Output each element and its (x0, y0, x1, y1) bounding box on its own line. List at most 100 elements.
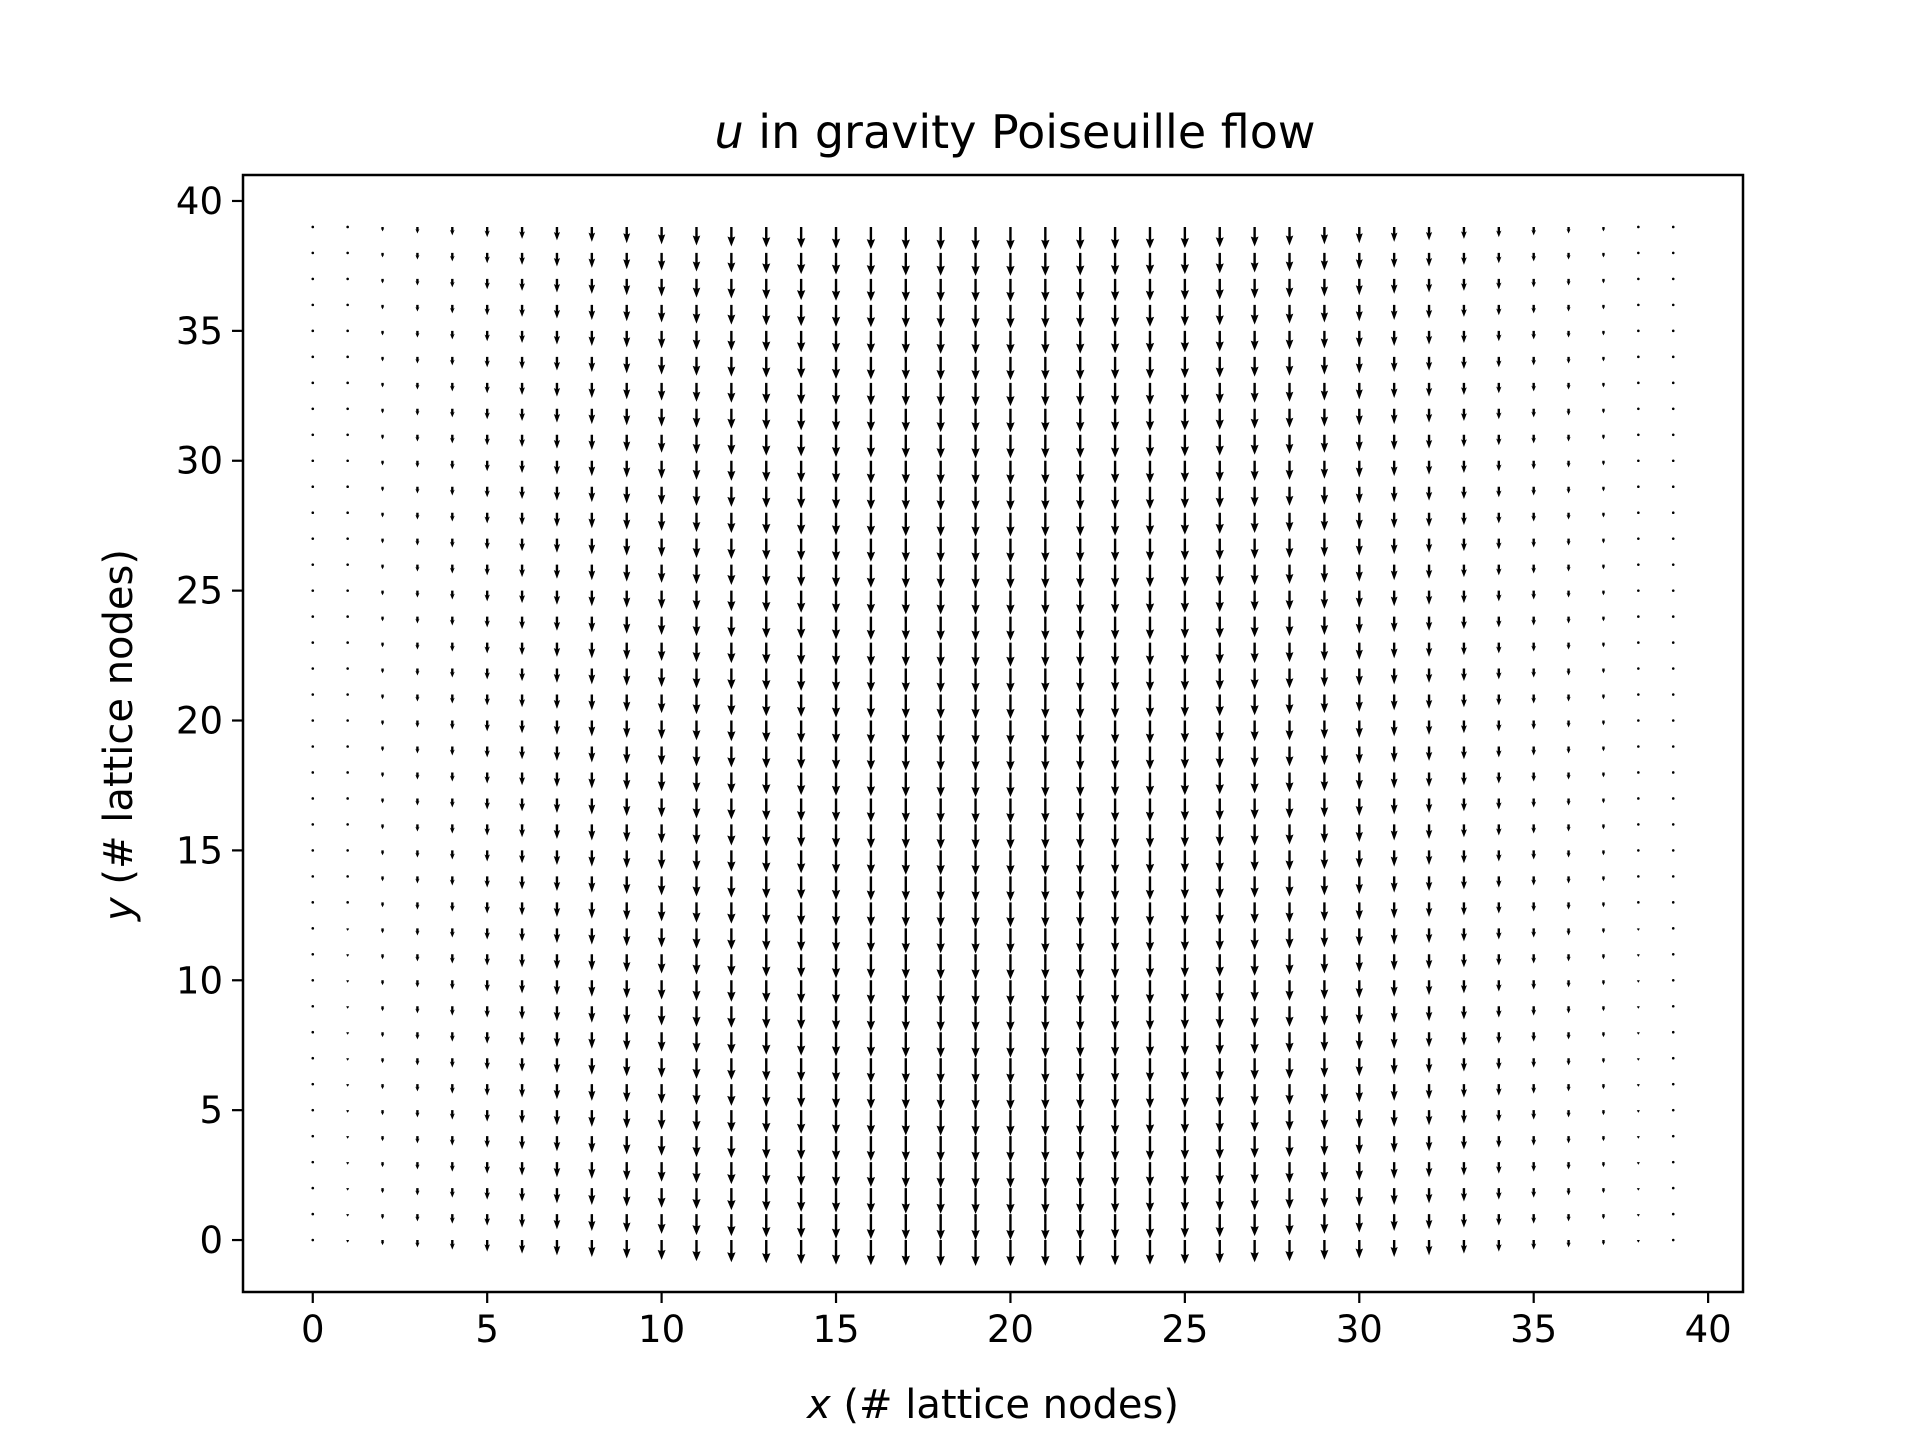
quiver-arrow (519, 642, 526, 656)
quiver-arrow (692, 512, 701, 532)
quiver-arrow (588, 278, 596, 294)
quiver-arrow (1320, 616, 1329, 635)
quiver-arrow (1531, 538, 1537, 548)
quiver-arrow (1285, 330, 1294, 350)
quiver-arrow (796, 330, 806, 353)
quiver-arrow (1460, 694, 1467, 708)
quiver-arrow (1250, 460, 1259, 481)
quiver-arrow (936, 1162, 945, 1188)
x-tick-label: 25 (1161, 1308, 1208, 1351)
quiver-arrow (901, 564, 910, 589)
quiver-arrow (831, 278, 841, 301)
quiver-arrow (901, 1240, 910, 1266)
quiver-arrow (727, 616, 736, 638)
quiver-arrow (1496, 460, 1502, 472)
quiver-arrow (1566, 876, 1571, 884)
quiver-arrow (657, 772, 666, 792)
quiver-arrow (1041, 1240, 1050, 1266)
quiver-arrow (762, 668, 771, 691)
quiver-arrow (727, 772, 736, 794)
quiver-arrow (1425, 1006, 1433, 1022)
quiver-arrow (449, 356, 455, 366)
quiver-arrow (380, 538, 385, 544)
quiver-arrow (1076, 304, 1085, 328)
quiver-arrow (623, 850, 631, 869)
quiver-arrow (346, 875, 349, 878)
quiver-arrow (831, 746, 841, 770)
quiver-arrow (1671, 563, 1675, 566)
quiver-arrow (692, 876, 701, 897)
quiver-arrow (692, 408, 701, 428)
quiver-arrow (1496, 798, 1502, 810)
quiver-arrow (484, 616, 490, 628)
quiver-arrow (1320, 1188, 1329, 1208)
quiver-arrow (1320, 304, 1329, 323)
quiver-arrow (1390, 668, 1398, 685)
quiver-arrow (657, 824, 666, 844)
quiver-arrow (311, 381, 315, 385)
quiver-arrow (1355, 1084, 1364, 1103)
quiver-arrow (1390, 356, 1398, 373)
quiver-arrow (449, 1240, 455, 1250)
quiver-arrow (1390, 226, 1398, 242)
quiver-arrow (1495, 1240, 1502, 1252)
quiver-arrow (1601, 460, 1606, 466)
quiver-arrow (657, 538, 666, 557)
quiver-arrow (1390, 382, 1398, 399)
quiver-arrow (1355, 902, 1363, 921)
quiver-arrow (519, 356, 525, 369)
quiver-arrow (901, 1110, 910, 1136)
quiver-arrow (936, 772, 945, 797)
quiver-arrow (901, 1032, 910, 1058)
quiver-arrow (519, 1032, 526, 1046)
quiver-arrow (866, 850, 876, 875)
quiver-arrow (1285, 694, 1294, 715)
quiver-arrow (1390, 824, 1398, 841)
quiver-arrow (346, 407, 349, 411)
quiver-arrow (1320, 512, 1329, 531)
quiver-arrow (1601, 668, 1606, 674)
quiver-arrow (831, 1240, 841, 1265)
quiver-arrow (346, 1162, 350, 1165)
quiver-arrow (1006, 460, 1015, 485)
quiver-arrow (1496, 694, 1502, 706)
quiver-arrow (971, 252, 980, 276)
quiver-arrow (1285, 824, 1294, 845)
quiver-arrow (519, 746, 526, 760)
quiver-arrow (519, 980, 526, 994)
quiver-arrow (796, 798, 806, 822)
quiver-arrow (1180, 252, 1190, 275)
quiver-arrow (1355, 564, 1363, 582)
quiver-arrow (831, 798, 841, 822)
quiver-arrow (311, 719, 315, 722)
quiver-arrow (1006, 226, 1015, 250)
quiver-arrow (1671, 589, 1675, 592)
quiver-arrow (657, 720, 666, 740)
quiver-arrow (1531, 798, 1537, 808)
quiver-arrow (588, 1084, 596, 1101)
quiver-arrow (449, 512, 455, 522)
quiver-arrow (1671, 511, 1675, 514)
quiver-arrow (1006, 980, 1015, 1006)
quiver-arrow (1496, 876, 1502, 888)
quiver-arrow (692, 1032, 701, 1053)
quiver-arrow (1637, 303, 1640, 307)
quiver-arrow (553, 564, 561, 579)
quiver-arrow (1145, 902, 1155, 926)
quiver-arrow (449, 486, 455, 496)
quiver-arrow (1601, 564, 1606, 570)
quiver-arrow (657, 668, 666, 688)
quiver-arrow (1566, 1188, 1571, 1196)
quiver-arrow (692, 460, 701, 480)
quiver-arrow (866, 356, 876, 380)
quiver-arrow (1006, 616, 1015, 641)
quiver-arrow (484, 278, 490, 290)
quiver-arrow (1110, 590, 1120, 614)
quiver-arrow (311, 485, 315, 489)
quiver-arrow (762, 356, 771, 378)
quiver-arrow (519, 798, 526, 812)
quiver-arrow (727, 642, 736, 664)
quiver-arrow (1250, 642, 1259, 664)
quiver-arrow (831, 356, 841, 379)
quiver-arrow (796, 694, 806, 717)
